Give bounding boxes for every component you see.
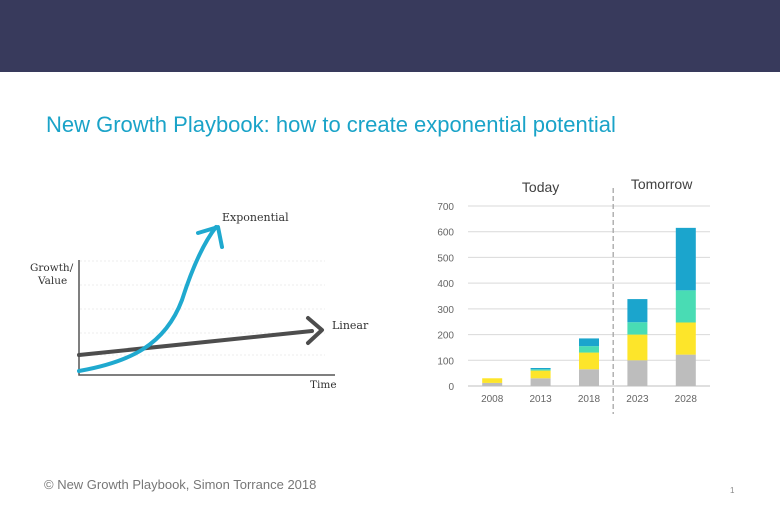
y-tick-labels: 0 100 200 300 400 500 600 700 <box>437 202 454 393</box>
bar-segment <box>482 382 503 386</box>
x-tick-label: 2008 <box>481 394 504 405</box>
bar-segment <box>579 346 599 353</box>
bar-segment <box>530 368 551 370</box>
x-tick-label: 2028 <box>675 394 698 405</box>
bar-segment <box>675 290 696 323</box>
y-axis-label-line1: Growth/ <box>30 262 74 274</box>
exponential-label: Exponential <box>222 211 289 224</box>
bar-segment <box>627 334 648 361</box>
concept-axes <box>78 260 335 376</box>
copyright-footer: © New Growth Playbook, Simon Torrance 20… <box>44 477 317 492</box>
bar-segment <box>530 369 551 371</box>
bar-segment <box>482 378 503 383</box>
bar-segment <box>579 352 599 370</box>
exponential-arrowhead <box>196 225 224 249</box>
header-bar <box>0 0 780 72</box>
y-tick-label: 100 <box>437 356 454 367</box>
linear-line <box>77 329 314 357</box>
bar-segment <box>579 369 599 386</box>
x-tick-label: 2023 <box>626 394 649 405</box>
x-axis-label: Time <box>310 379 337 391</box>
bar-segment <box>675 354 696 386</box>
bar-segment <box>627 299 648 323</box>
y-tick-label: 300 <box>437 305 454 316</box>
y-tick-label: 200 <box>437 331 454 342</box>
x-tick-labels: 2008 2013 2018 2023 2028 <box>481 394 697 405</box>
bar-segment <box>579 338 599 347</box>
growth-concept-diagram: Exponential Linear Growth/ Value Time <box>30 211 369 391</box>
bar-stacks <box>482 227 696 386</box>
x-tick-label: 2018 <box>578 394 601 405</box>
x-tick-label: 2013 <box>529 394 552 405</box>
bar-segment <box>530 370 551 379</box>
bar-segment <box>627 360 648 386</box>
y-axis-label-line2: Value <box>37 275 67 287</box>
linear-label: Linear <box>332 319 369 332</box>
bar-segment <box>675 322 696 355</box>
slide-title: New Growth Playbook: how to create expon… <box>46 112 616 137</box>
page-number: 1 <box>730 486 735 495</box>
bar-segment <box>627 322 648 335</box>
group-label-tomorrow: Tomorrow <box>631 176 693 192</box>
y-tick-label: 500 <box>437 253 454 264</box>
bar-segment <box>675 227 696 291</box>
y-tick-label: 0 <box>448 382 454 393</box>
y-tick-label: 700 <box>437 202 454 213</box>
group-label-today: Today <box>522 179 559 195</box>
bar-segment <box>530 378 551 386</box>
y-tick-label: 400 <box>437 279 454 290</box>
exponential-curve <box>77 225 218 373</box>
y-tick-label: 600 <box>437 228 454 239</box>
bar-gridlines <box>468 205 710 387</box>
linear-arrowhead <box>306 316 324 345</box>
